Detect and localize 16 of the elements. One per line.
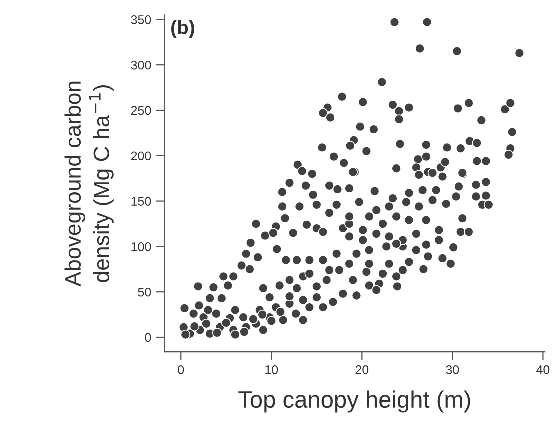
y-axis-title: Aboveground carbon density (Mg C ha$^{−1}$) — [64, 82, 114, 287]
x-tick-label: 20 — [356, 366, 369, 374]
y-tick-label: 100 — [132, 242, 152, 252]
x-tick-label: 0 — [178, 366, 184, 374]
x-tick-label: 40 — [536, 366, 550, 374]
y-tick-label: 0 — [145, 333, 152, 342]
y-tick-label: 250 — [131, 106, 152, 116]
chart-title: (b) — [172, 20, 194, 38]
x-axis-title: Top canopy height (m) — [238, 390, 470, 413]
x-tick-label: 30 — [446, 366, 460, 374]
y-tick-label: 200 — [131, 152, 152, 161]
y-tick-label: 350 — [131, 15, 152, 24]
y-tick-label: 50 — [138, 288, 152, 297]
y-tick-label: 150 — [132, 197, 152, 206]
y-tick-label: 300 — [131, 60, 152, 70]
x-tick-label: 10 — [266, 366, 278, 374]
